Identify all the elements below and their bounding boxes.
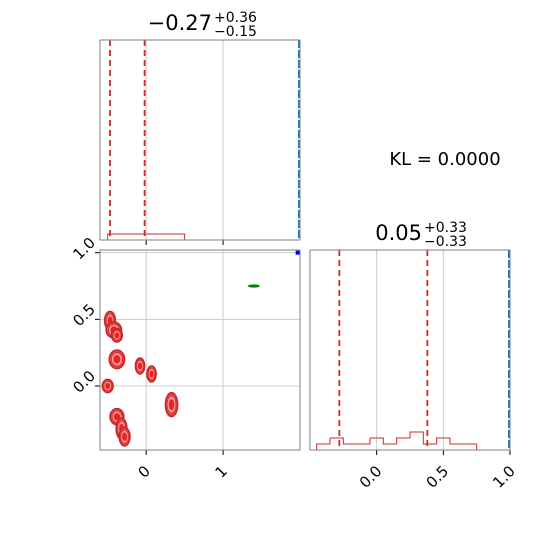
histogram-outline xyxy=(316,431,478,450)
alt-estimate-marker xyxy=(247,284,260,288)
x-tick-label: 0 xyxy=(135,462,154,481)
density-contour-inner xyxy=(168,399,175,411)
frame-hist-right xyxy=(309,249,511,451)
y-tick-label: 1.0 xyxy=(69,234,99,264)
x-tick-label: 1 xyxy=(211,462,230,481)
histogram-outline xyxy=(107,233,186,240)
panel-hist-right: 0.0 0.5 1.0 xyxy=(316,250,519,492)
density-contour-inner xyxy=(113,413,121,421)
density-contour-inner xyxy=(137,362,143,370)
frame-scatter-2d xyxy=(99,249,301,451)
frame-hist-top xyxy=(99,39,301,241)
title-upper-error: +0.33 xyxy=(424,220,467,236)
density-contour-inner xyxy=(149,370,154,378)
title-lower-error: −0.33 xyxy=(424,234,467,250)
panel-hist-top xyxy=(107,40,300,245)
title-value: 0.05 xyxy=(375,221,422,245)
density-contour-inner xyxy=(105,383,111,389)
x-tick-label: 0.5 xyxy=(423,462,453,492)
x-tick-label: 1.0 xyxy=(489,462,519,492)
x-tick-label: 0.0 xyxy=(356,462,386,492)
title-lower-error: −0.15 xyxy=(214,24,257,40)
truth-point-marker xyxy=(295,250,300,255)
panel-scatter-2d: 0 1 0.0 0.5 1.0 xyxy=(69,234,300,482)
panel-title-hist-top: −0.27 +0.36−0.15 xyxy=(148,10,257,40)
density-contour-inner xyxy=(114,332,120,339)
panel-title-hist-right: 0.05 +0.33−0.33 xyxy=(375,220,467,250)
title-value: −0.27 xyxy=(148,11,212,35)
density-contour-inner xyxy=(122,432,128,441)
y-tick-label: 0.0 xyxy=(69,367,99,397)
y-tick-label: 0.5 xyxy=(69,300,99,330)
density-contour-inner xyxy=(113,355,121,364)
kl-divergence-label: KL = 0.0000 xyxy=(389,149,500,170)
title-upper-error: +0.36 xyxy=(214,10,257,26)
